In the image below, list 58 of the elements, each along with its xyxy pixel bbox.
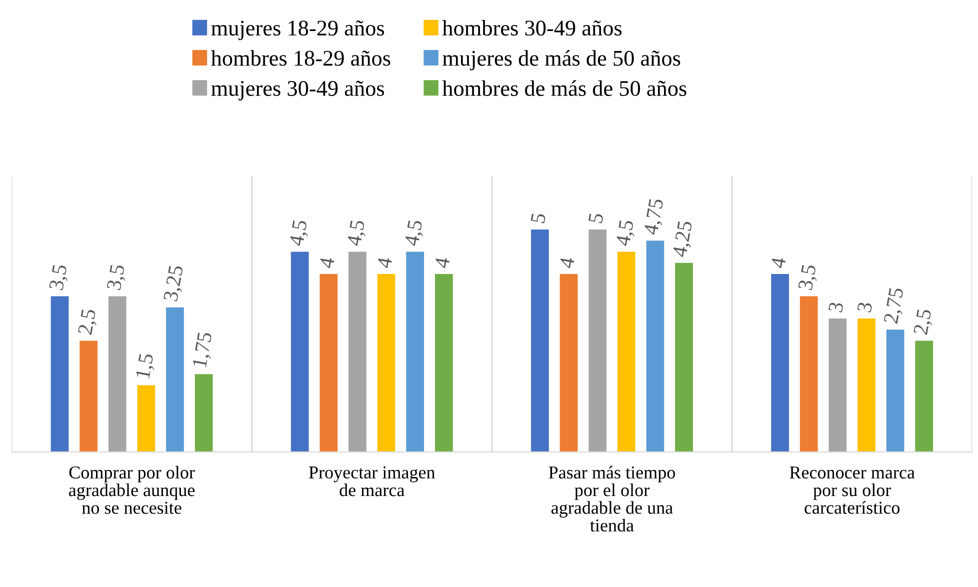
bar: [675, 262, 693, 452]
bar: [50, 296, 69, 452]
x-tick-label: Proyectar imagen de marca: [308, 466, 436, 496]
bar: [617, 252, 636, 452]
bar: [290, 252, 309, 452]
bar: [531, 230, 549, 452]
bar: [434, 274, 453, 452]
bar: [80, 340, 98, 452]
data-label: 2,75: [884, 287, 906, 324]
bar: [858, 318, 876, 452]
bar: [588, 230, 607, 452]
data-label: 4,25: [672, 220, 696, 258]
bar: [194, 374, 213, 452]
data-label: 4: [434, 256, 450, 269]
bar: [320, 274, 338, 452]
x-tick-label: Reconocer marca por su olor carcaterístico: [790, 466, 915, 514]
data-label: 5: [588, 212, 604, 224]
data-label: 4: [376, 256, 392, 269]
legend-label: hombres 18-29 años: [211, 50, 390, 66]
x-tick-label: Pasar más tiempo por el olor agradable de una tienda: [548, 466, 675, 532]
bar: [560, 274, 578, 452]
bar: [137, 385, 156, 452]
data-label: 1,75: [192, 332, 215, 368]
bar: [348, 252, 366, 452]
data-label: 4: [319, 256, 334, 269]
data-label: 4: [559, 256, 575, 269]
data-label: 3: [828, 302, 844, 313]
legend-label: mujeres 30-49 años: [211, 80, 384, 100]
data-label: 2,5: [913, 308, 934, 336]
bar: [771, 274, 789, 452]
data-label: 4,5: [616, 220, 637, 247]
bar: [406, 252, 424, 452]
data-label: 4,75: [644, 198, 666, 236]
bar: [377, 274, 396, 452]
data-label: 4,5: [404, 220, 426, 247]
data-label: 3,25: [163, 264, 186, 302]
legend-label: mujeres 18-29 años: [211, 20, 384, 40]
bar: [828, 318, 847, 452]
x-tick-label: Comprar por olor agradable aunque no se necesite: [69, 466, 195, 514]
legend-label: hombres de más de 50 años: [442, 80, 686, 96]
legend-label: hombres 30-49 años: [442, 20, 622, 36]
data-label: 5: [530, 212, 546, 224]
bar: [108, 296, 126, 452]
data-label: 3,5: [106, 264, 128, 291]
bar: [915, 340, 934, 452]
data-label: 4,5: [289, 220, 310, 247]
data-label: 1,5: [136, 353, 156, 380]
bar: [800, 296, 818, 452]
data-label: 4: [770, 256, 786, 269]
bar: [646, 240, 664, 452]
bar: [166, 307, 184, 452]
data-label: 3: [857, 302, 872, 313]
bar: [886, 330, 904, 452]
data-label: 2,5: [78, 308, 99, 336]
data-label: 4,5: [346, 220, 368, 247]
data-label: 3,5: [798, 264, 820, 291]
data-label: 3,5: [49, 264, 70, 291]
legend-label: mujeres de más de 50 años: [442, 50, 680, 70]
